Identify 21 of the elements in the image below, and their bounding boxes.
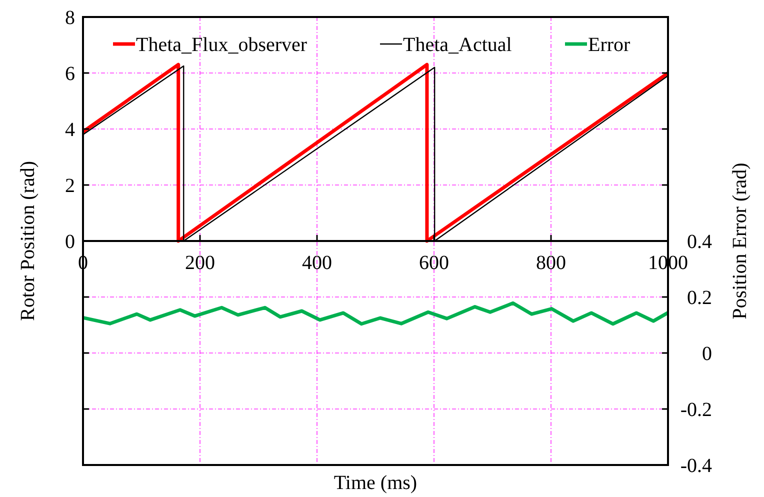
y-tick-label: 2	[65, 175, 75, 197]
line-series	[81, 301, 670, 326]
x-tick-label: 800	[536, 252, 566, 274]
y-tick-label: 8	[65, 7, 75, 29]
y2-tick-label: 0.2	[687, 287, 712, 309]
y2-tick-label: 0.4	[687, 231, 712, 253]
y2-tick-label: -0.2	[680, 399, 712, 421]
y-tick-label: 6	[65, 63, 75, 85]
x-axis-title: Time (ms)	[334, 472, 418, 494]
x-tick-label: 200	[185, 252, 215, 274]
y2-tick-label: 0	[702, 343, 712, 365]
legend-label: Error	[588, 34, 631, 56]
y-tick-label: 0	[65, 231, 75, 253]
y2-axis-title: Position Error (rad)	[729, 162, 751, 320]
y2-tick-label: -0.4	[680, 455, 712, 477]
x-tick-label: 400	[302, 252, 332, 274]
y-axis-title: Rotor Position (rad)	[17, 161, 39, 321]
y-tick-label: 4	[65, 119, 75, 141]
x-tick-label: 600	[419, 252, 449, 274]
legend-label: Theta_Actual	[403, 34, 512, 56]
legend-label: Theta_Flux_observer	[136, 34, 308, 56]
